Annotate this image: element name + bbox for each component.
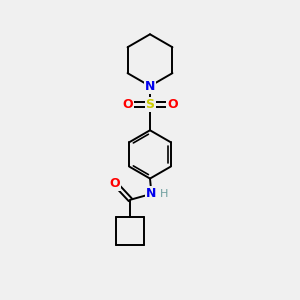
Text: N: N: [145, 80, 155, 93]
Text: O: O: [122, 98, 133, 111]
Text: O: O: [167, 98, 178, 111]
Text: H: H: [160, 189, 168, 199]
Text: O: O: [110, 177, 120, 190]
Text: S: S: [146, 98, 154, 111]
Text: N: N: [146, 188, 157, 200]
